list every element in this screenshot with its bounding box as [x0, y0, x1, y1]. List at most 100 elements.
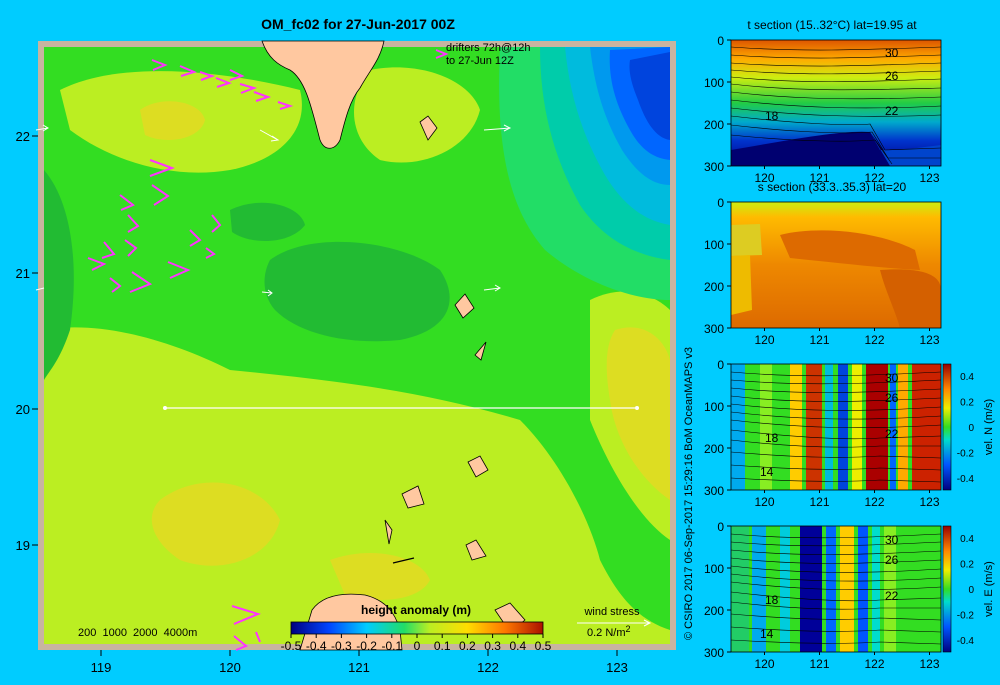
lon-tick-label: 122: [864, 495, 884, 509]
lon-tick-label: 122: [477, 660, 499, 675]
wind-stress-scale: wind stress 0.2 N/m2: [577, 606, 652, 639]
velocity-tick-label: -0.2: [957, 449, 975, 460]
lon-tick-label: 119: [91, 660, 112, 675]
velocity-tick-label: 0.4: [960, 534, 974, 545]
velocity-colorbar-label: vel. E (m/s): [983, 561, 995, 617]
lat-tick-label: 19: [16, 538, 30, 553]
lon-tick-label: 121: [809, 657, 829, 671]
depth-tick-label: 100: [704, 76, 724, 90]
lon-tick-label: 123: [919, 333, 939, 347]
colorbar-tick-label: 0.5: [535, 639, 552, 653]
land-areas: [261, 40, 526, 651]
depth-tick-label: 200: [704, 442, 724, 456]
panel-title: t section (15..32°C) lat=19.95 at: [747, 18, 917, 32]
lon-tick-label: 120: [754, 333, 774, 347]
depth-tick-label: 100: [704, 562, 724, 576]
lon-axis: 119 120 121 122 123: [91, 650, 628, 675]
colorbar-title: height anomaly (m): [361, 603, 471, 617]
depth-tick-label: 100: [704, 400, 724, 414]
lon-tick-label: 123: [919, 657, 939, 671]
colorbar-tick-label: -0.4: [306, 639, 327, 653]
colorbar-tick-label: -0.5: [281, 639, 302, 653]
map-title: OM_fc02 for 27-Jun-2017 00Z: [261, 16, 455, 32]
colorbar-tick-label: -0.1: [381, 639, 402, 653]
contour-label: 30: [885, 371, 899, 385]
panel-title: s section (33.3..35.3) lat=20: [758, 180, 907, 194]
contour-label: 26: [885, 553, 899, 567]
contour-label: 22: [885, 427, 899, 441]
velocity-tick-label: -0.4: [957, 636, 975, 647]
lon-tick-label: 120: [219, 660, 241, 675]
contour-label: 22: [885, 104, 899, 118]
lon-tick-label: 120: [754, 657, 774, 671]
depth-legend: 200 1000 2000 4000m: [78, 627, 197, 639]
contour-label: 14: [760, 465, 774, 479]
drifter-tracks: [87, 49, 449, 651]
depth-tick-label: 300: [704, 646, 724, 660]
contour-label: 26: [885, 69, 899, 83]
depth-tick-label: 300: [704, 484, 724, 498]
colorbar-tick-label: 0: [414, 639, 421, 653]
drifters-label-line1: drifters 72h@12h: [446, 42, 531, 54]
contour-label: 22: [885, 589, 899, 603]
velocity-tick-label: 0: [968, 585, 974, 596]
lon-tick-label: 122: [864, 657, 884, 671]
colorbar-tick-label: 0.1: [434, 639, 451, 653]
depth-tick-label: 200: [704, 118, 724, 132]
vel-n-section-panel: 30 26 22 18 14 0 100 200 300 120 121 122 123 0.…: [704, 358, 995, 509]
colorbar-tick-label: 0.4: [509, 639, 526, 653]
lon-tick-label: 121: [809, 333, 829, 347]
lon-tick-label: 121: [809, 171, 829, 185]
colorbar-tick-label: -0.2: [356, 639, 377, 653]
lon-tick-label: 121: [348, 660, 370, 675]
lat-tick-label: 21: [16, 266, 30, 281]
velocity-tick-label: -0.4: [957, 474, 975, 485]
height-anomaly-field: [44, 47, 670, 644]
contour-label: 30: [885, 533, 899, 547]
lon-tick-label: 123: [919, 495, 939, 509]
wind-stress-value: 0.2 N/m2: [587, 624, 631, 639]
lat-tick-label: 20: [16, 402, 30, 417]
lon-tick-label: 122: [864, 171, 884, 185]
velocity-tick-label: 0.4: [960, 372, 974, 383]
contour-label: 18: [765, 593, 779, 607]
lon-tick-label: 120: [754, 495, 774, 509]
lon-tick-label: 123: [606, 660, 628, 675]
velocity-colorbar: [942, 525, 952, 653]
colorbar-tick-label: -0.3: [331, 639, 352, 653]
wind-stress-arrows: [35, 124, 512, 297]
depth-tick-label: 200: [704, 280, 724, 294]
lat-tick-label: 22: [16, 129, 30, 144]
s-section-panel: s section (33.3..35.3) lat=20 0 100 200 300…: [704, 180, 942, 347]
depth-tick-label: 100: [704, 238, 724, 252]
velocity-tick-label: 0: [968, 423, 974, 434]
contour-label: 26: [885, 391, 899, 405]
contour-label: 18: [765, 431, 779, 445]
height-anomaly-colorbar: height anomaly (m) -0.5 -0.4 -0.3 -0.2 -0.1 0…: [281, 603, 552, 653]
contour-label: 30: [885, 46, 899, 60]
lon-tick-label: 121: [809, 495, 829, 509]
depth-tick-label: 300: [704, 322, 724, 336]
depth-tick-label: 0: [717, 358, 724, 372]
depth-tick-label: 300: [704, 160, 724, 174]
colorbar-tick-label: 0.3: [484, 639, 501, 653]
depth-tick-label: 0: [717, 520, 724, 534]
contour-label: 18: [765, 109, 779, 123]
vel-e-section-panel: 30 26 22 18 14 0 100 200 300 120 121 122 123 0.…: [704, 520, 995, 671]
colorbar-tick-label: 0.2: [459, 639, 476, 653]
credit-text: © CSIRO 2017 06-Sep-2017 15:29:16 BoM Oc…: [683, 347, 695, 640]
lat-axis: 22 21 20 19: [16, 129, 38, 553]
velocity-tick-label: 0.2: [960, 398, 974, 409]
drifters-label-line2: to 27-Jun 12Z: [446, 55, 514, 67]
velocity-tick-label: -0.2: [957, 611, 975, 622]
wind-stress-label: wind stress: [583, 606, 640, 618]
lon-tick-label: 123: [919, 171, 939, 185]
lon-tick-label: 120: [754, 171, 774, 185]
velocity-colorbar: [942, 363, 952, 491]
velocity-tick-label: 0.2: [960, 560, 974, 571]
section-line: [163, 406, 639, 410]
depth-tick-label: 200: [704, 604, 724, 618]
lon-tick-label: 122: [864, 333, 884, 347]
depth-tick-label: 0: [717, 34, 724, 48]
